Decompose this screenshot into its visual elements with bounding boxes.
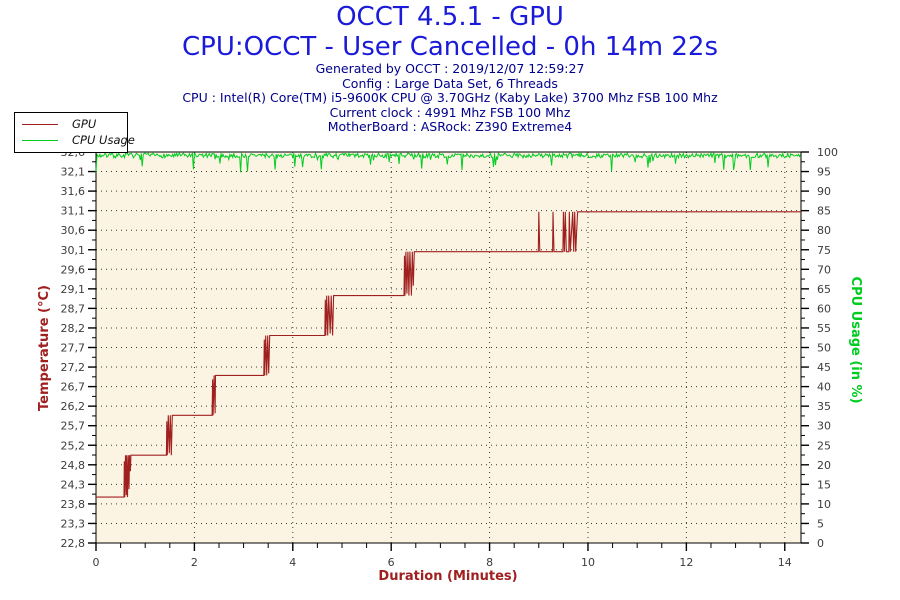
y-right-tick-label: 65 <box>817 283 831 296</box>
y-left-tick-label: 29,1 <box>61 283 86 296</box>
legend-line-sample-cpu-usage <box>22 139 58 141</box>
y-right-tick-label: 100 <box>817 146 838 159</box>
y-right-axis-title: CPU Usage (in %) <box>848 276 863 403</box>
y-left-tick-label: 27,7 <box>61 342 86 355</box>
x-tick-label: 14 <box>778 556 792 569</box>
y-left-tick-label: 25,2 <box>61 439 86 452</box>
cpu-usage-series <box>95 151 801 173</box>
y-left-axis-title: Temperature (°C) <box>37 285 52 411</box>
x-tick-label: 6 <box>388 556 395 569</box>
y-right-tick-label: 30 <box>817 420 831 433</box>
y-left-tick-label: 27,2 <box>61 361 86 374</box>
x-tick-label: 0 <box>93 556 100 569</box>
y-left-tick-label: 23,8 <box>61 498 86 511</box>
x-tick-label: 12 <box>679 556 693 569</box>
y-left-tick-label: 24,3 <box>61 478 86 491</box>
y-right-tick-label: 55 <box>817 322 831 335</box>
y-left-tick-label: 30,6 <box>61 224 86 237</box>
x-axis-title: Duration (Minutes) <box>378 569 517 584</box>
y-left-tick-label: 28,7 <box>61 302 86 315</box>
axis-tick-labels: 32,610032,19531,69031,18530,68030,17529,… <box>61 146 839 569</box>
gridlines <box>96 152 801 543</box>
info-motherboard: MotherBoard : ASRock: Z390 Extreme4 <box>327 119 573 134</box>
plot-background <box>96 152 801 543</box>
y-left-tick-label: 22,8 <box>61 537 86 550</box>
gpu-temperature-series <box>96 211 801 498</box>
y-left-tick-label: 26,2 <box>61 400 86 413</box>
legend: GPU CPU Usage <box>14 112 135 153</box>
info-cpu: CPU : Intel(R) Core(TM) i5-9600K CPU @ 3… <box>182 90 718 105</box>
legend-item-cpu-usage: CPU Usage <box>15 132 135 148</box>
chart-title: OCCT 4.5.1 - GPU <box>336 2 564 32</box>
title-block: OCCT 4.5.1 - GPU CPU:OCCT - User Cancell… <box>0 2 900 135</box>
x-tick-label: 10 <box>581 556 595 569</box>
y-right-tick-label: 15 <box>817 478 831 491</box>
y-right-tick-label: 85 <box>817 205 831 218</box>
y-right-tick-label: 5 <box>817 517 824 530</box>
y-right-tick-label: 75 <box>817 244 831 257</box>
y-right-tick-label: 20 <box>817 459 831 472</box>
info-config: Config : Large Data Set, 6 Threads <box>342 75 558 91</box>
y-left-tick-label: 24,8 <box>61 459 86 472</box>
legend-label-cpu-usage: CPU Usage <box>72 133 135 147</box>
y-right-tick-label: 25 <box>817 439 831 452</box>
x-tick-label: 2 <box>191 556 198 569</box>
y-right-tick-label: 0 <box>817 537 824 550</box>
y-right-tick-label: 35 <box>817 400 831 413</box>
y-left-tick-label: 30,1 <box>61 244 86 257</box>
axis-lines <box>95 151 802 544</box>
y-left-tick-label: 29,6 <box>61 263 86 276</box>
y-right-tick-label: 40 <box>817 381 831 394</box>
y-left-tick-label: 23,3 <box>61 517 86 530</box>
y-left-tick-label: 32,1 <box>61 166 86 179</box>
y-left-tick-label: 31,1 <box>61 205 86 218</box>
x-tick-label: 4 <box>289 556 296 569</box>
y-right-tick-label: 45 <box>817 361 831 374</box>
info-clock: Current clock : 4991 Mhz FSB 100 Mhz <box>329 104 571 120</box>
y-right-tick-label: 10 <box>817 498 831 511</box>
x-tick-label: 8 <box>486 556 493 569</box>
y-right-tick-label: 70 <box>817 263 831 276</box>
chart-subtitle: CPU:OCCT - User Cancelled - 0h 14m 22s <box>181 32 719 62</box>
y-left-tick-label: 25,7 <box>61 420 86 433</box>
legend-label-gpu: GPU <box>72 117 97 131</box>
y-right-tick-label: 80 <box>817 224 831 237</box>
y-right-tick-label: 50 <box>817 342 831 355</box>
y-left-tick-label: 31,6 <box>61 185 86 198</box>
legend-item-gpu: GPU <box>15 116 127 132</box>
y-left-tick-label: 26,7 <box>61 381 86 394</box>
y-right-tick-label: 60 <box>817 302 831 315</box>
y-right-tick-label: 95 <box>817 166 831 179</box>
info-generated: Generated by OCCT : 2019/12/07 12:59:27 <box>315 61 585 76</box>
y-left-tick-label: 28,2 <box>61 322 86 335</box>
y-right-tick-label: 90 <box>817 185 831 198</box>
legend-line-sample-gpu <box>22 123 58 125</box>
